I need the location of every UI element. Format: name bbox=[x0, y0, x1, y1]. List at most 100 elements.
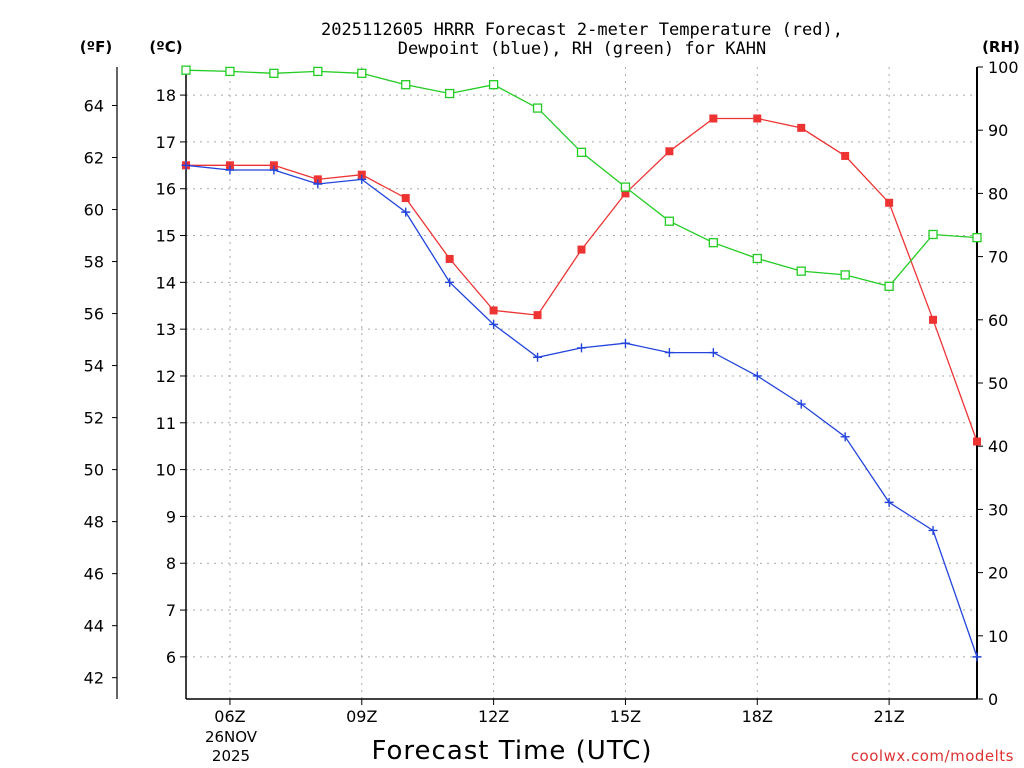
temperature-point bbox=[533, 311, 542, 320]
rh-point bbox=[884, 281, 894, 291]
watermark: coolwx.com/modelts bbox=[851, 747, 1014, 765]
date-label-line1: 26NOV bbox=[205, 728, 258, 746]
rh-point bbox=[269, 68, 279, 78]
dewpoint-point bbox=[489, 319, 499, 329]
temperature-point bbox=[357, 170, 366, 179]
temperature-line bbox=[186, 117, 978, 442]
rh-point bbox=[972, 232, 982, 243]
data-series bbox=[181, 65, 982, 662]
fahrenheit-tick-label: 42 bbox=[84, 669, 104, 688]
dewpoint-point bbox=[401, 207, 411, 217]
dewpoint-point bbox=[313, 179, 323, 189]
temperature-point bbox=[973, 437, 981, 446]
celsius-tick-label: 14 bbox=[156, 273, 176, 292]
fahrenheit-tick-label: 54 bbox=[84, 357, 104, 376]
temperature-point bbox=[225, 161, 234, 170]
left-axis-c-label: (ºC) bbox=[149, 38, 182, 56]
fahrenheit-tick-label: 52 bbox=[84, 409, 104, 428]
dewpoint-point bbox=[796, 399, 806, 409]
dewpoint-point bbox=[181, 160, 191, 170]
celsius-tick-label: 18 bbox=[156, 86, 176, 105]
x-tick-label: 12Z bbox=[478, 707, 509, 726]
celsius-tick-label: 12 bbox=[156, 367, 176, 386]
rh-point bbox=[445, 88, 455, 99]
dewpoint-point bbox=[269, 165, 279, 175]
celsius-tick-label: 7 bbox=[166, 601, 176, 620]
x-tick-label: 15Z bbox=[610, 707, 641, 726]
temperature-point bbox=[665, 147, 674, 156]
rh-point bbox=[225, 66, 235, 77]
rh-point bbox=[532, 103, 543, 113]
fahrenheit-tick-label: 48 bbox=[84, 513, 104, 532]
dewpoint-point bbox=[577, 343, 586, 353]
chart-title-line2: Dewpoint (blue), RH (green) for KAHN bbox=[398, 39, 766, 59]
temperature-point bbox=[401, 194, 410, 203]
temperature-point bbox=[753, 114, 762, 123]
rh-point bbox=[576, 147, 587, 157]
temperature-point bbox=[621, 189, 630, 198]
celsius-tick-label: 10 bbox=[156, 461, 176, 480]
celsius-tick-label: 9 bbox=[166, 507, 176, 526]
rh-point bbox=[796, 266, 806, 276]
fahrenheit-tick-label: 50 bbox=[84, 461, 104, 480]
temperature-point bbox=[313, 175, 322, 184]
rh-point bbox=[488, 80, 499, 90]
rh-tick-label: 90 bbox=[988, 121, 1008, 140]
rh-tick-label: 30 bbox=[988, 500, 1008, 519]
rh-tick-label: 40 bbox=[988, 437, 1008, 456]
temperature-point bbox=[489, 306, 498, 315]
right-axis-label: (RH) bbox=[982, 38, 1020, 56]
x-tick-label: 09Z bbox=[346, 707, 377, 726]
rh-tick-label: 50 bbox=[988, 374, 1008, 393]
temperature-point bbox=[885, 198, 894, 207]
rh-point bbox=[752, 253, 762, 264]
celsius-tick-label: 15 bbox=[156, 227, 176, 246]
rh-point bbox=[620, 182, 631, 192]
rh-tick-label: 0 bbox=[988, 690, 998, 709]
fahrenheit-tick-label: 46 bbox=[84, 565, 104, 584]
rh-tick-label: 20 bbox=[988, 564, 1008, 583]
celsius-tick-label: 13 bbox=[156, 320, 176, 339]
tick-labels: 42 44 46 48 50 52 54 56 58 60 62 64 6 7 8 9 10 11 12 13 14 15… bbox=[84, 58, 1019, 726]
rh-point bbox=[357, 68, 367, 78]
rh-point bbox=[928, 229, 938, 240]
temperature-point bbox=[709, 114, 718, 123]
x-axis-label: Forecast Time (UTC) bbox=[371, 736, 652, 766]
temperature-point bbox=[577, 245, 586, 254]
dewpoint-point bbox=[884, 497, 894, 507]
chart-title-line1: 2025112605 HRRR Forecast 2-meter Tempera… bbox=[321, 20, 843, 40]
dewpoint-point bbox=[620, 338, 630, 348]
rh-point bbox=[313, 66, 323, 77]
dewpoint-point bbox=[928, 525, 938, 535]
dewpoint-point bbox=[357, 174, 367, 184]
fahrenheit-tick-label: 60 bbox=[84, 201, 104, 220]
x-tick-label: 18Z bbox=[742, 707, 773, 726]
rh-point bbox=[840, 270, 850, 280]
temperature-point bbox=[841, 151, 850, 160]
celsius-tick-label: 6 bbox=[166, 648, 176, 667]
temperature-point bbox=[929, 315, 938, 324]
axes bbox=[116, 67, 978, 700]
temperature-point bbox=[445, 254, 454, 263]
temperature-point bbox=[269, 161, 278, 170]
dewpoint-point bbox=[664, 348, 674, 358]
rh-tick-label: 100 bbox=[988, 58, 1019, 77]
grid-lines bbox=[186, 67, 977, 699]
celsius-tick-label: 11 bbox=[156, 414, 176, 433]
dewpoint-point bbox=[533, 352, 543, 362]
rh-point bbox=[708, 238, 718, 248]
x-tick-label: 21Z bbox=[873, 707, 904, 726]
temperature-point bbox=[797, 123, 806, 132]
rh-tick-label: 10 bbox=[988, 627, 1008, 646]
fahrenheit-tick-label: 62 bbox=[84, 149, 104, 168]
rh-point bbox=[401, 80, 411, 90]
fahrenheit-tick-label: 56 bbox=[84, 305, 104, 324]
rh-point bbox=[181, 65, 191, 75]
dewpoint-line bbox=[185, 164, 978, 658]
fahrenheit-tick-label: 58 bbox=[84, 253, 104, 272]
dewpoint-point bbox=[225, 165, 235, 175]
celsius-tick-label: 16 bbox=[156, 180, 176, 199]
rh-tick-label: 80 bbox=[988, 184, 1008, 203]
celsius-tick-label: 17 bbox=[156, 133, 176, 152]
